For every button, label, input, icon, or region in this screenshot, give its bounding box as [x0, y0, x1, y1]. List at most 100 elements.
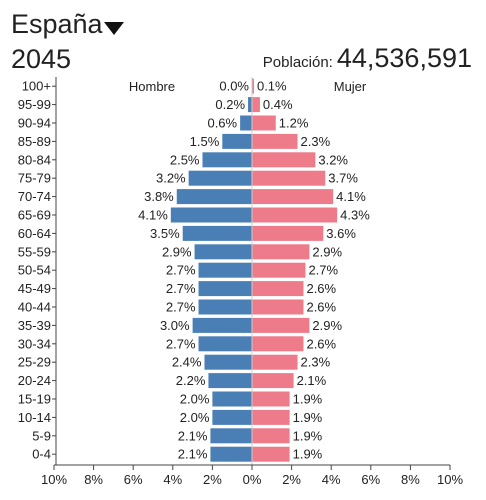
- female-bar: [252, 373, 294, 389]
- male-bar-value-label: 0.0%: [219, 79, 249, 94]
- female-bar-value-label: 1.2%: [279, 116, 309, 131]
- male-bar: [240, 115, 252, 131]
- y-tick-label: 90-94: [18, 116, 51, 131]
- male-bar-value-label: 1.5%: [190, 134, 220, 149]
- male-bar-value-label: 0.2%: [215, 97, 245, 112]
- female-bar-value-label: 1.9%: [293, 447, 323, 462]
- male-bar-value-label: 2.5%: [170, 152, 200, 167]
- female-bar: [252, 317, 310, 333]
- male-bar-value-label: 2.7%: [166, 263, 196, 278]
- female-bar-value-label: 1.9%: [293, 410, 323, 425]
- male-bar: [182, 225, 252, 241]
- legend-female-label: Mujer: [334, 79, 367, 94]
- population-display: Población: 44,536,591: [263, 43, 472, 74]
- female-bar-value-label: 1.9%: [293, 428, 323, 443]
- y-tick-label: 95-99: [18, 97, 51, 112]
- male-bar-value-label: 2.4%: [172, 355, 202, 370]
- female-bar: [252, 170, 326, 186]
- legend-male-label: Hombre: [129, 79, 175, 94]
- male-bar: [208, 373, 252, 389]
- year-label: 2045: [11, 44, 72, 74]
- female-bar-value-label: 3.2%: [318, 152, 348, 167]
- male-bar-value-label: 0.6%: [207, 116, 237, 131]
- y-tick-label: 15-19: [18, 392, 51, 407]
- male-bar: [188, 170, 252, 186]
- y-tick-label: 20-24: [18, 373, 51, 388]
- female-bar-value-label: 4.1%: [336, 189, 366, 204]
- male-bar: [222, 133, 252, 149]
- male-bar: [198, 262, 252, 278]
- y-tick-label: 50-54: [18, 263, 51, 278]
- female-bar-value-label: 2.7%: [308, 263, 338, 278]
- y-tick-label: 45-49: [18, 281, 51, 296]
- male-bar-value-label: 2.7%: [166, 300, 196, 315]
- x-tick-label: 10%: [437, 472, 463, 487]
- male-bar-value-label: 4.1%: [138, 208, 168, 223]
- x-tick-label: 2%: [203, 472, 222, 487]
- y-tick-label: 65-69: [18, 208, 51, 223]
- male-bar-value-label: 2.0%: [180, 410, 210, 425]
- male-bar-value-label: 3.2%: [156, 171, 186, 186]
- female-bar-value-label: 3.6%: [326, 226, 356, 241]
- male-bar: [204, 354, 252, 370]
- x-tick-label: 4%: [163, 472, 182, 487]
- female-bar-value-label: 0.4%: [263, 97, 293, 112]
- country-dropdown-caret-icon[interactable]: [104, 22, 124, 35]
- y-tick-label: 85-89: [18, 134, 51, 149]
- female-bar-value-label: 2.6%: [306, 300, 336, 315]
- male-bar: [212, 391, 252, 407]
- y-tick-label: 70-74: [18, 189, 51, 204]
- male-bar: [192, 317, 252, 333]
- female-bar-value-label: 2.6%: [306, 336, 336, 351]
- y-tick-label: 10-14: [18, 410, 51, 425]
- female-bar: [252, 281, 304, 297]
- male-bar-value-label: 2.7%: [166, 281, 196, 296]
- x-tick-label: 4%: [322, 472, 341, 487]
- female-bar: [252, 354, 298, 370]
- female-bar-value-label: 3.7%: [328, 171, 358, 186]
- female-bar-value-label: 2.6%: [306, 281, 336, 296]
- female-bar: [252, 409, 290, 425]
- male-bar: [176, 189, 252, 205]
- female-bar-value-label: 2.9%: [312, 244, 342, 259]
- male-bar: [194, 244, 252, 260]
- female-bar: [252, 225, 324, 241]
- y-tick-label: 40-44: [18, 300, 51, 315]
- male-bar-value-label: 2.7%: [166, 336, 196, 351]
- male-bar: [198, 281, 252, 297]
- male-bar: [202, 152, 252, 168]
- country-title[interactable]: España: [11, 9, 103, 39]
- female-bar-value-label: 4.3%: [340, 208, 370, 223]
- y-tick-label: 100+: [22, 79, 51, 94]
- y-tick-label: 75-79: [18, 171, 51, 186]
- female-bar: [252, 133, 298, 149]
- female-bar: [252, 336, 304, 352]
- female-bar: [252, 97, 260, 113]
- female-bar: [252, 152, 316, 168]
- population-label: Población:: [262, 54, 333, 71]
- female-bar: [252, 391, 290, 407]
- female-bar: [252, 115, 276, 131]
- male-bar-value-label: 2.1%: [178, 447, 208, 462]
- y-tick-label: 25-29: [18, 355, 51, 370]
- female-bar: [252, 299, 304, 315]
- male-bar-value-label: 2.2%: [176, 373, 206, 388]
- male-bar-value-label: 2.0%: [180, 392, 210, 407]
- male-bar: [210, 446, 252, 462]
- female-bar: [252, 428, 290, 444]
- male-bar: [198, 299, 252, 315]
- female-bar: [252, 446, 290, 462]
- y-tick-label: 0-4: [32, 447, 51, 462]
- female-bar-value-label: 1.9%: [293, 392, 323, 407]
- female-bar-value-label: 2.1%: [297, 373, 327, 388]
- x-tick-label: 10%: [41, 472, 67, 487]
- male-bar-value-label: 3.8%: [144, 189, 174, 204]
- population-value: 44,536,591: [336, 43, 472, 73]
- female-bar-value-label: 2.3%: [301, 355, 331, 370]
- male-bar-value-label: 3.5%: [150, 226, 180, 241]
- y-tick-label: 5-9: [32, 428, 51, 443]
- female-bar: [252, 189, 334, 205]
- y-tick-label: 60-64: [18, 226, 51, 241]
- x-tick-label: 6%: [124, 472, 143, 487]
- male-bar: [212, 409, 252, 425]
